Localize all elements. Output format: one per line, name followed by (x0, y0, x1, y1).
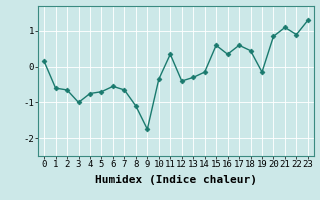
X-axis label: Humidex (Indice chaleur): Humidex (Indice chaleur) (95, 175, 257, 185)
